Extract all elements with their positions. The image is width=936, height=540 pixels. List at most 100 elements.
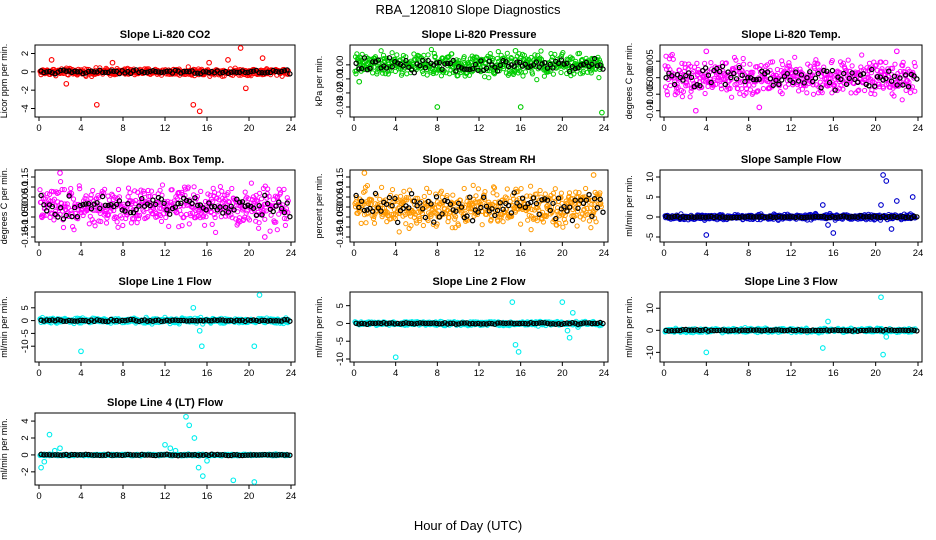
mean-point bbox=[832, 87, 838, 93]
data-point bbox=[532, 52, 538, 58]
mean-point bbox=[594, 63, 601, 69]
mean-point bbox=[597, 196, 603, 202]
series-points bbox=[662, 48, 918, 114]
mean-point bbox=[80, 201, 86, 208]
mean-point bbox=[812, 75, 819, 81]
mean-point bbox=[564, 208, 570, 214]
mean-point bbox=[422, 64, 429, 71]
panel-title: Slope Li-820 CO2 bbox=[120, 29, 210, 41]
data-point bbox=[179, 223, 185, 229]
data-point bbox=[733, 57, 739, 63]
mean-point bbox=[119, 207, 125, 213]
mean-point bbox=[779, 77, 785, 83]
mean-point bbox=[829, 213, 836, 220]
mean-point bbox=[264, 200, 271, 207]
x-tick-label: 4 bbox=[78, 248, 83, 259]
data-point bbox=[664, 92, 671, 98]
data-point bbox=[51, 196, 58, 202]
data-point bbox=[869, 87, 875, 93]
mean-point bbox=[245, 69, 251, 76]
mean-point bbox=[375, 205, 381, 211]
series-points bbox=[352, 46, 605, 116]
mean-point bbox=[133, 318, 139, 324]
mean-point bbox=[406, 205, 412, 211]
outlier-point bbox=[196, 108, 203, 115]
mean-point bbox=[464, 213, 470, 219]
data-point bbox=[534, 77, 540, 83]
mean-point bbox=[745, 213, 751, 220]
mean-point bbox=[273, 318, 279, 324]
data-point bbox=[669, 51, 675, 58]
outlier-point bbox=[878, 202, 884, 208]
data-point bbox=[415, 195, 421, 201]
data-point bbox=[450, 192, 456, 198]
mean-point bbox=[728, 74, 734, 81]
mean-point bbox=[116, 70, 123, 77]
mean-point bbox=[99, 318, 106, 324]
mean-point bbox=[550, 65, 556, 71]
mean-point bbox=[458, 204, 465, 210]
mean-point bbox=[514, 200, 520, 206]
data-point bbox=[876, 81, 882, 87]
data-point bbox=[403, 221, 409, 227]
data-point bbox=[747, 61, 753, 67]
data-point bbox=[396, 229, 402, 235]
mean-point bbox=[812, 213, 819, 220]
mean-point bbox=[253, 317, 260, 324]
data-point bbox=[780, 62, 786, 68]
mean-point bbox=[829, 67, 836, 74]
mean-point bbox=[375, 57, 381, 63]
data-point bbox=[528, 183, 534, 189]
data-point bbox=[153, 210, 159, 216]
mean-point bbox=[192, 318, 198, 324]
mean-point bbox=[475, 67, 481, 74]
mean-point bbox=[220, 317, 226, 323]
mean-point bbox=[231, 207, 237, 213]
data-point bbox=[281, 186, 287, 192]
mean-point bbox=[97, 317, 103, 324]
mean-point bbox=[886, 213, 892, 220]
mean-point bbox=[63, 212, 70, 219]
y-tick-label: -5 bbox=[645, 233, 656, 241]
x-tick-label: 12 bbox=[474, 248, 485, 259]
mean-point bbox=[411, 198, 417, 204]
mean-point bbox=[764, 214, 771, 220]
data-point bbox=[445, 54, 451, 61]
y-tick-label: -4 bbox=[20, 104, 31, 112]
data-point bbox=[552, 186, 558, 192]
mean-point bbox=[472, 61, 479, 68]
data-point bbox=[491, 184, 497, 190]
y-tick-label: 5 bbox=[645, 194, 656, 199]
mean-point bbox=[522, 204, 529, 210]
mean-point bbox=[539, 197, 545, 203]
mean-point bbox=[197, 317, 204, 324]
data-point bbox=[594, 191, 600, 197]
data-point bbox=[256, 220, 262, 226]
x-tick-label: 0 bbox=[351, 123, 356, 134]
mean-point bbox=[139, 317, 145, 324]
mean-point bbox=[666, 214, 672, 220]
mean-point bbox=[843, 81, 850, 88]
outlier-point bbox=[190, 101, 197, 108]
mean-point bbox=[897, 214, 903, 220]
data-point bbox=[70, 196, 77, 202]
mean-point bbox=[83, 318, 89, 324]
mean-point bbox=[225, 70, 232, 77]
mean-point bbox=[725, 214, 731, 221]
data-point bbox=[829, 58, 835, 64]
x-tick-label: 4 bbox=[393, 368, 398, 379]
mean-point bbox=[395, 60, 401, 66]
mean-point bbox=[417, 200, 423, 206]
data-point bbox=[490, 55, 496, 62]
mean-points bbox=[38, 67, 293, 77]
mean-point bbox=[370, 59, 376, 65]
y-axis-label: kPa per min. bbox=[314, 56, 324, 107]
mean-point bbox=[403, 57, 409, 64]
mean-point bbox=[383, 65, 390, 71]
mean-point bbox=[383, 201, 390, 207]
mean-point bbox=[478, 58, 484, 64]
mean-point bbox=[705, 214, 712, 220]
mean-point bbox=[767, 75, 774, 82]
mean-point bbox=[591, 195, 598, 202]
